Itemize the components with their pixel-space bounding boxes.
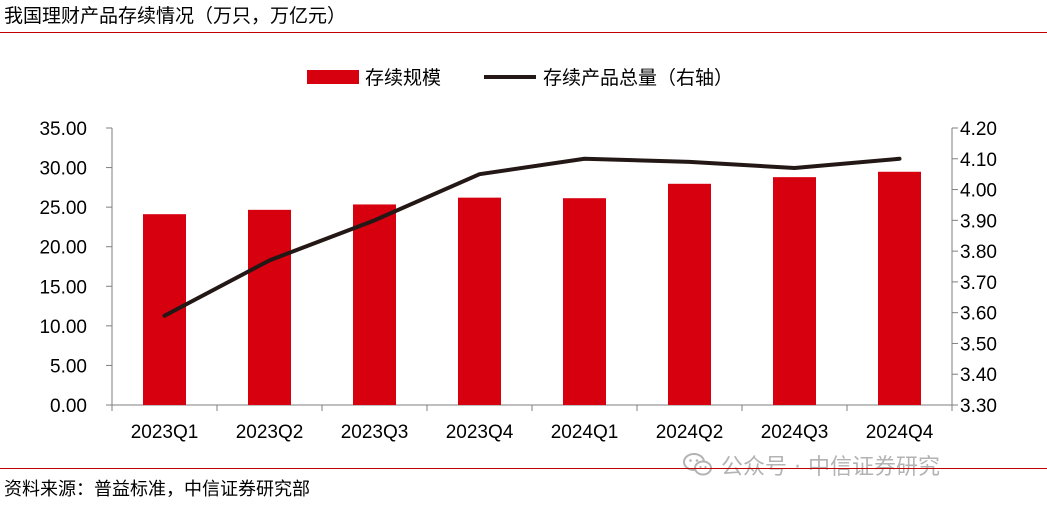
y-right-tick-label: 3.70	[960, 273, 997, 294]
legend-bar-label: 存续规模	[365, 67, 441, 89]
y-right-tick-label: 3.80	[960, 242, 997, 263]
bar	[248, 209, 291, 405]
wechat-icon	[683, 453, 712, 476]
source-note: 资料来源：普益标准，中信证券研究部	[4, 479, 310, 500]
footer-divider	[0, 468, 1047, 469]
x-tick-label: 2024Q4	[866, 422, 934, 443]
y-left-tick-label: 25.00	[39, 198, 87, 219]
x-tick-label: 2023Q4	[446, 422, 514, 443]
y-left-tick-label: 30.00	[39, 159, 87, 180]
chart: 存续规模 存续产品总量（右轴） 0.00 5.00 10.00 15.00 20.00 2…	[39, 67, 997, 443]
bar	[353, 204, 396, 405]
legend-line-label: 存续产品总量（右轴）	[543, 67, 733, 89]
line-path	[162, 156, 902, 318]
bar	[668, 183, 711, 405]
x-tick-label: 2023Q2	[236, 422, 304, 443]
legend-bar-swatch	[307, 70, 359, 84]
watermark: 公众号 · 中信证券研究	[683, 450, 940, 480]
bar	[563, 198, 606, 405]
y-right-tick-label: 4.10	[960, 150, 997, 171]
y-left-tick-label: 5.00	[50, 356, 87, 377]
y-right-tick-label: 4.20	[960, 119, 997, 140]
y-right-tick-label: 4.00	[960, 181, 997, 202]
line-series	[162, 156, 902, 318]
bar-series	[143, 171, 921, 405]
title-divider	[0, 32, 1047, 33]
y-right-tick-label: 3.50	[960, 334, 997, 355]
x-tick-label: 2024Q3	[761, 422, 829, 443]
y-left-tick-label: 35.00	[39, 119, 87, 140]
y-right-tick-label: 3.90	[960, 211, 997, 232]
y-left-tick-label: 20.00	[39, 238, 87, 259]
legend: 存续规模 存续产品总量（右轴）	[307, 67, 733, 89]
bar	[773, 177, 816, 405]
y-right-tick-label: 3.60	[960, 304, 997, 325]
bar	[878, 171, 921, 405]
x-tick-label: 2024Q1	[551, 422, 619, 443]
y-left-tick-label: 10.00	[39, 317, 87, 338]
chart-title: 我国理财产品存续情况（万只，万亿元）	[4, 5, 347, 27]
y-left-tick-label: 15.00	[39, 277, 87, 298]
watermark-text: 公众号 · 中信证券研究	[721, 455, 940, 480]
y-left-tick-label: 0.00	[50, 396, 87, 417]
x-tick-label: 2023Q1	[131, 422, 199, 443]
bar	[458, 197, 501, 405]
x-tick-label: 2024Q2	[656, 422, 724, 443]
x-tick-label: 2023Q3	[341, 422, 409, 443]
y-right-tick-label: 3.30	[960, 396, 997, 417]
y-right-tick-label: 3.40	[960, 365, 997, 386]
